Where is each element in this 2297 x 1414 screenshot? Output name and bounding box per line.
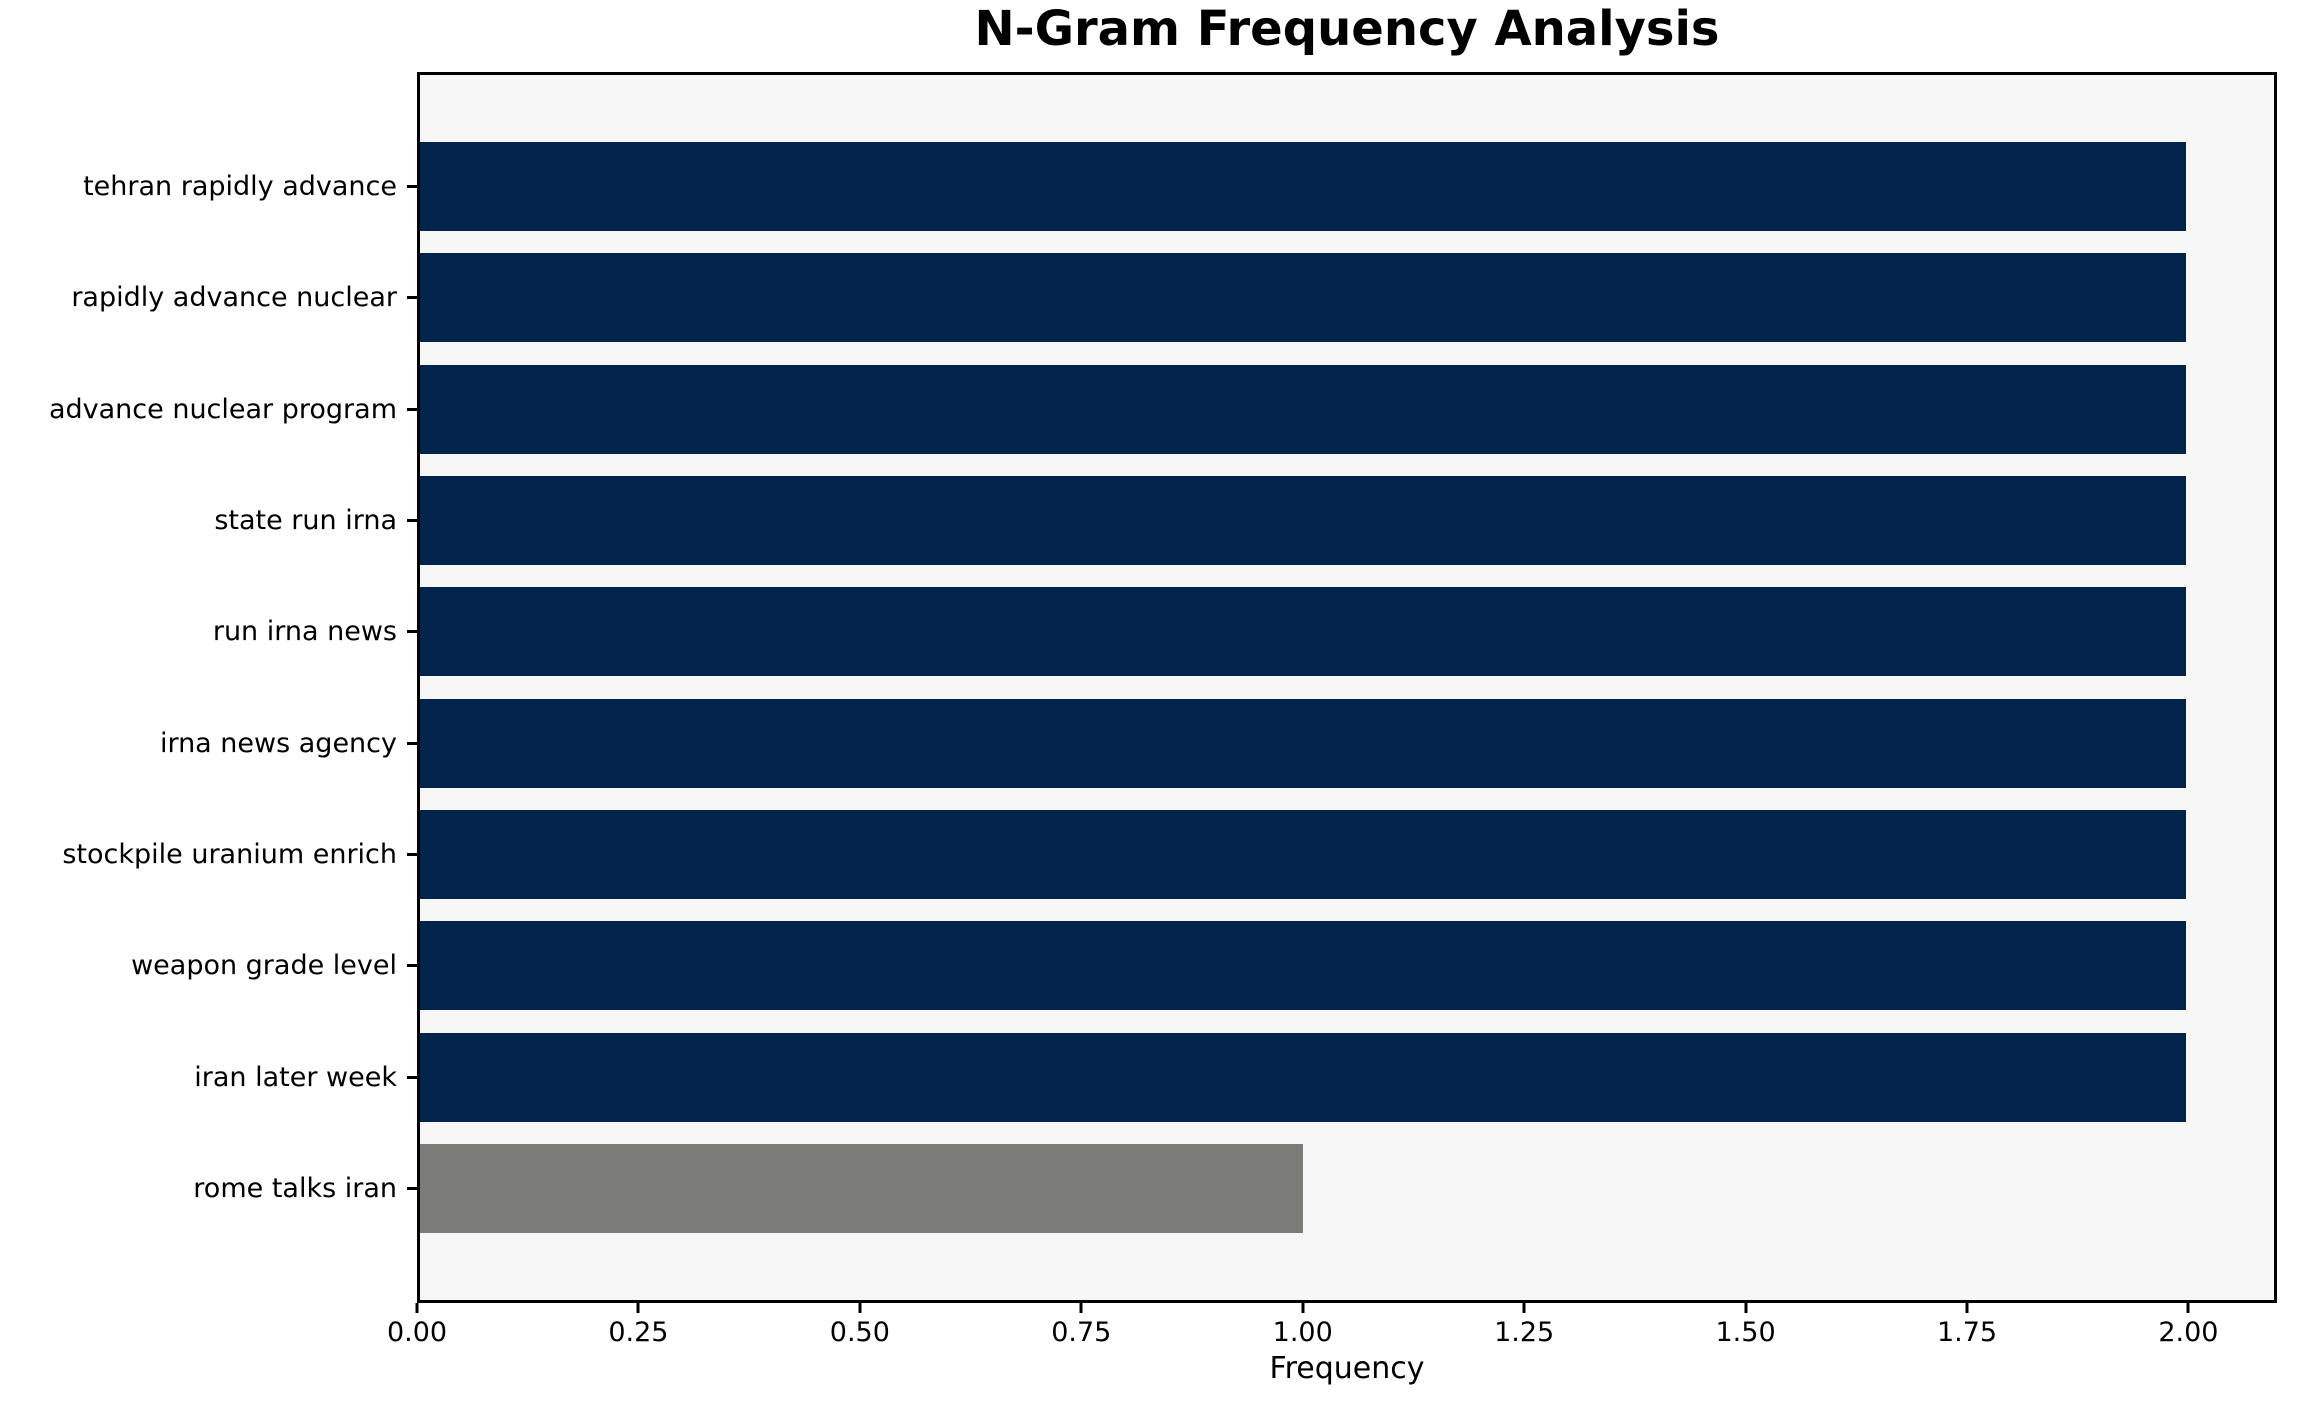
y-tick-mark	[407, 741, 417, 745]
y-axis-row: stockpile uranium enrich	[0, 799, 417, 910]
bar-row	[420, 799, 2274, 910]
x-tick-mark	[636, 1303, 640, 1313]
y-tick-label: state run irna	[214, 505, 397, 537]
bar-row	[420, 576, 2274, 687]
bar	[420, 253, 2186, 343]
y-axis-row: rapidly advance nuclear	[0, 242, 417, 353]
y-axis-row: advance nuclear program	[0, 354, 417, 465]
bar-row	[420, 242, 2274, 353]
y-tick-label: advance nuclear program	[48, 393, 397, 425]
y-tick-mark	[407, 852, 417, 856]
y-axis-row: rome talks iran	[0, 1133, 417, 1244]
x-tick-label: 2.00	[2158, 1317, 2219, 1348]
bar	[420, 1032, 2186, 1122]
bar	[420, 476, 2186, 566]
x-tick-label: 1.25	[1494, 1317, 1555, 1348]
bar-row	[420, 1021, 2274, 1132]
x-tick-mark	[858, 1303, 862, 1313]
y-tick-label: weapon grade level	[131, 950, 397, 982]
bar	[420, 364, 2186, 454]
x-tick-label: 0.75	[1051, 1317, 1112, 1348]
bar-row	[420, 1133, 2274, 1244]
x-axis-title: Frequency	[1269, 1351, 1425, 1386]
x-tick-label: 0.00	[386, 1317, 448, 1348]
bar	[420, 809, 2186, 899]
y-tick-mark	[407, 185, 417, 189]
y-axis-row: iran later week	[0, 1021, 417, 1132]
bar-row	[420, 687, 2274, 798]
x-tick-mark	[1079, 1303, 1083, 1313]
x-tick-label: 1.00	[1272, 1317, 1333, 1348]
x-tick-mark	[1301, 1303, 1305, 1313]
bar	[420, 142, 2186, 232]
chart-title: N-Gram Frequency Analysis	[974, 1, 1720, 57]
y-axis: tehran rapidly advance rapidly advance nu…	[0, 75, 417, 1300]
y-tick-label: tehran rapidly advance	[83, 171, 397, 203]
y-tick-label: rome talks iran	[193, 1172, 397, 1204]
y-tick-label: iran later week	[194, 1061, 397, 1093]
x-tick-mark	[1965, 1303, 1969, 1313]
bar	[420, 921, 2186, 1011]
bar	[420, 698, 2186, 788]
y-tick-mark	[407, 519, 417, 523]
x-tick-mark	[1744, 1303, 1748, 1313]
x-tick-mark	[415, 1303, 419, 1313]
bar-row	[420, 465, 2274, 576]
y-tick-mark	[407, 630, 417, 634]
y-tick-label: irna news agency	[159, 727, 397, 759]
y-tick-mark	[407, 1075, 417, 1079]
y-tick-label: rapidly advance nuclear	[71, 282, 397, 314]
bars-container	[420, 75, 2274, 1300]
y-tick-mark	[407, 1186, 417, 1190]
y-axis-row: irna news agency	[0, 687, 417, 798]
bar-row	[420, 131, 2274, 242]
y-tick-label: run irna news	[212, 616, 397, 648]
y-axis-row: state run irna	[0, 465, 417, 576]
bar-row	[420, 354, 2274, 465]
x-tick-label: 1.75	[1936, 1317, 1998, 1348]
y-tick-label: stockpile uranium enrich	[62, 838, 397, 870]
y-axis-row: tehran rapidly advance	[0, 131, 417, 242]
x-axis: Frequency 0.00 0.25 0.50 0.75 1.00 1.25 1.50 1.…	[387, 1303, 2277, 1413]
x-tick-label: 0.50	[829, 1317, 890, 1348]
y-tick-mark	[407, 296, 417, 300]
y-axis-row: weapon grade level	[0, 910, 417, 1021]
x-tick-mark	[1522, 1303, 1526, 1313]
bar	[420, 587, 2186, 677]
bar-row	[420, 910, 2274, 1021]
x-tick-mark	[2186, 1303, 2190, 1313]
y-axis-row: run irna news	[0, 576, 417, 687]
x-tick-label: 1.50	[1715, 1317, 1776, 1348]
plot-area	[417, 72, 2277, 1303]
bar	[420, 1143, 1303, 1233]
y-tick-mark	[407, 407, 417, 411]
y-tick-mark	[407, 964, 417, 968]
x-tick-label: 0.25	[608, 1317, 669, 1348]
